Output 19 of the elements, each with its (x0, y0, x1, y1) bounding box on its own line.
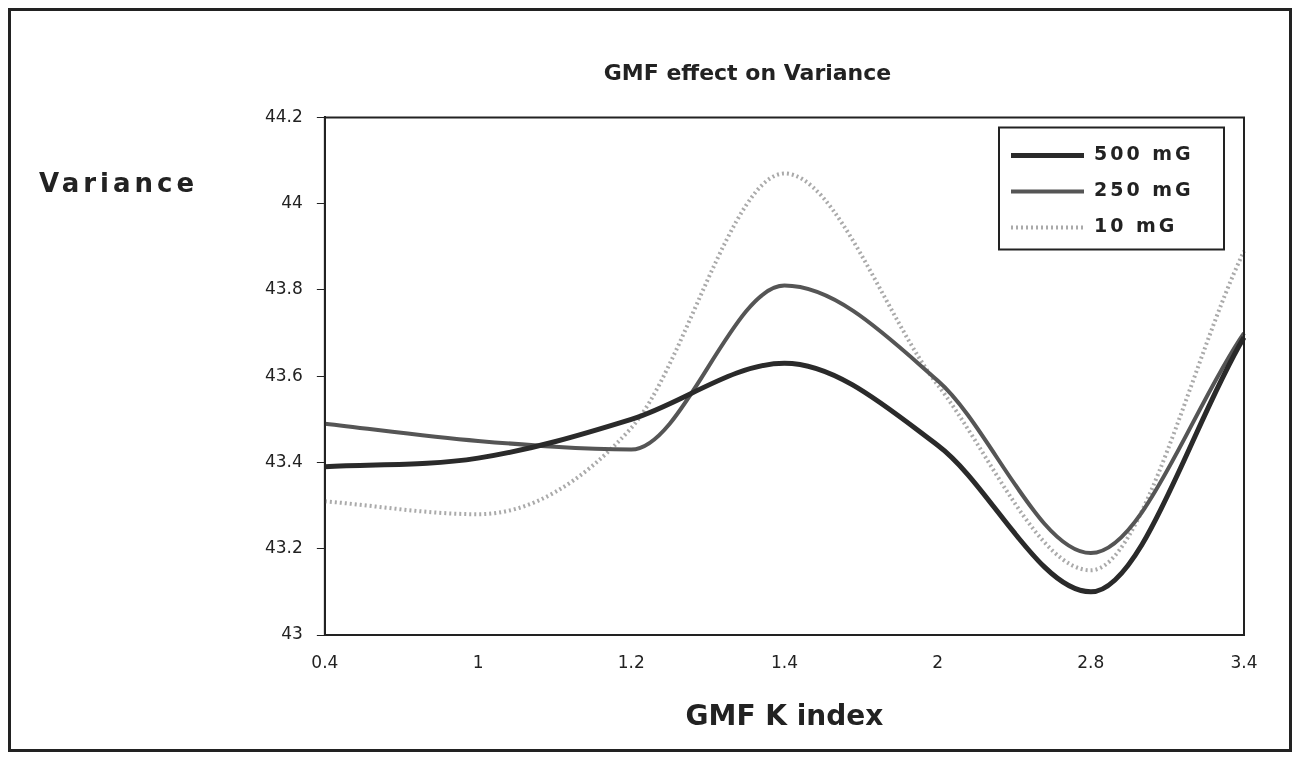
y-axis-title: Variance (39, 168, 199, 199)
x-tick-label: 0.4 (311, 651, 339, 672)
x-tick-label: 1.4 (770, 651, 798, 672)
x-tick-label: 2.8 (1077, 651, 1105, 672)
y-tick-label: 44 (281, 192, 303, 213)
x-tick-label: 1 (472, 651, 484, 672)
legend-label: 500 mG (1094, 142, 1194, 165)
legend-label: 10 mG (1094, 214, 1178, 237)
x-tick-label: 1.2 (617, 651, 645, 672)
chart-title: GMF effect on Variance (603, 59, 892, 85)
y-tick-label: 43.8 (264, 278, 303, 299)
y-tick-label: 43.2 (264, 537, 303, 558)
legend-label: 250 mG (1094, 178, 1194, 201)
x-tick-label: 2 (932, 651, 944, 672)
x-tick-label: 3.4 (1230, 651, 1258, 672)
y-tick-label: 44.2 (264, 105, 303, 126)
y-tick-label: 43.4 (264, 450, 303, 471)
y-tick-label: 43 (281, 623, 303, 644)
y-tick-label: 43.6 (264, 364, 303, 385)
